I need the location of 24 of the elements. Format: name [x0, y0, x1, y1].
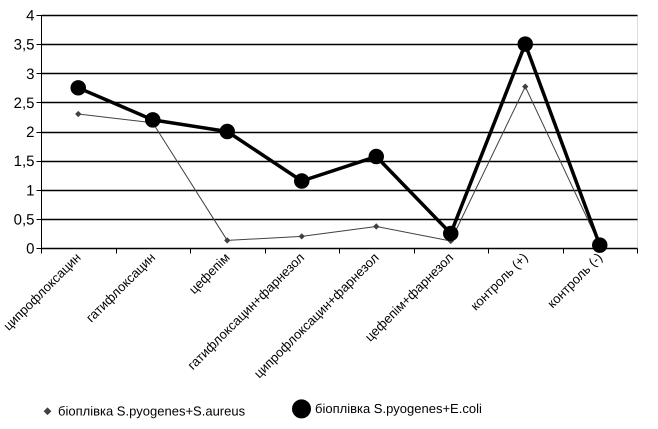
y-tick-label: 0,5: [14, 211, 34, 228]
point: [373, 223, 380, 230]
y-tick-label: 1,5: [14, 153, 34, 170]
point: [294, 173, 310, 189]
y-tick-label: 2,5: [14, 94, 34, 112]
point: [592, 237, 608, 253]
point: [518, 36, 533, 52]
y-tick-label: 4: [26, 8, 34, 24]
point: [443, 226, 458, 242]
point: [70, 80, 86, 96]
y-tick-label: 3,5: [14, 36, 34, 54]
y-tick-label: 3: [26, 66, 34, 83]
point: [368, 148, 384, 164]
point: [145, 112, 160, 128]
point: [224, 237, 230, 244]
legend-label: біоплівка S.pyogenes+S.aureus: [58, 403, 246, 418]
y-tick-label: 0: [26, 240, 34, 258]
y-tick-label: 1: [26, 182, 34, 200]
point: [298, 233, 305, 240]
y-tick-label: 2: [26, 124, 34, 141]
point: [220, 124, 235, 140]
legend-label: біоплівка S.pyogenes+E.coli: [315, 400, 482, 416]
point: [522, 83, 528, 90]
point: [75, 110, 82, 118]
